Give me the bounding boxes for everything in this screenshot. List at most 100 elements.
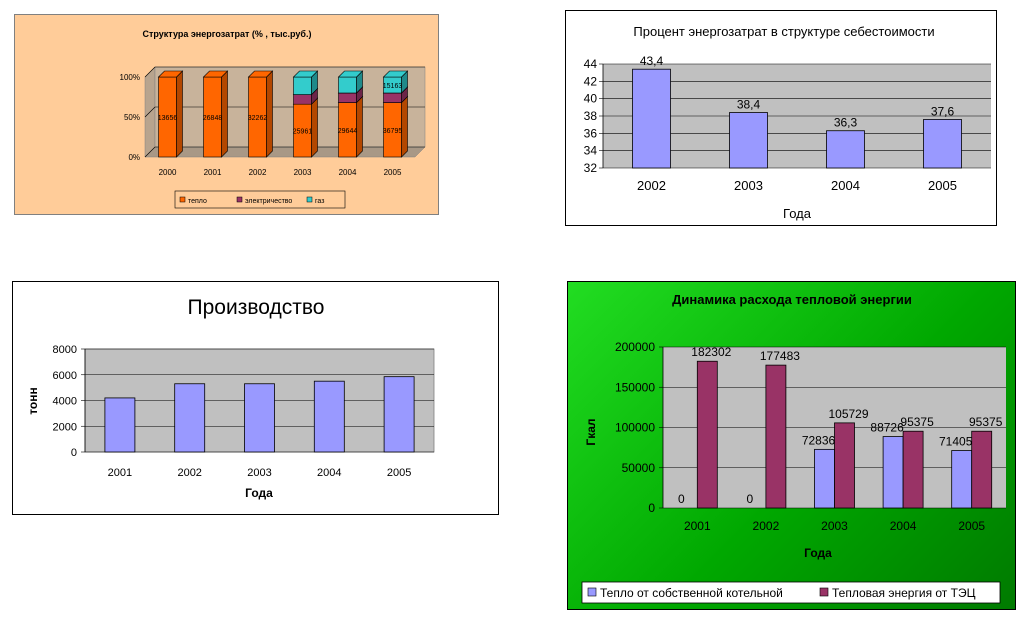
y-tick-label: 2000 [53,421,77,433]
x-tick-label: 2002 [177,467,201,479]
y-tick-label: 32 [584,161,598,175]
bar [971,430,993,509]
bar-segment [338,76,357,94]
gridline-side [144,106,156,118]
legend-label: газ [315,198,324,205]
y-axis-label: Гкал [584,418,598,445]
chart-energy-structure-svg: Структура энергозатрат (% , тыс.руб.) 0% 5… [120,29,426,209]
data-label: 71405 [939,435,973,449]
bar [383,376,415,453]
y-tick-label: 42 [584,74,598,88]
legend-label: Тепло от собственной котельной [600,586,783,600]
gridline-side [144,146,156,158]
bar-segment [338,92,357,103]
bar-segment-top [157,70,184,78]
bar-segment-side [356,95,363,158]
data-label: 36795 [383,128,403,135]
bar-segment-top [247,70,274,78]
data-label: 13656 [158,115,178,122]
x-tick-label: 2005 [928,178,957,193]
bar-segment [293,94,312,105]
chart-cost-percent-svg: Процент энергозатрат в структуре себесто… [584,24,991,221]
legend-swatch [587,587,597,597]
y-tick-label: 100% [120,73,140,82]
bar [814,448,835,509]
x-tick-label: 2002 [753,519,780,533]
legend-label: тепло [188,198,207,205]
y-tick-label: 34 [584,144,598,158]
chart-production: Производство 0 2000 4000 6000 8000 2001 2002 200… [12,281,499,515]
y-tick-label: 100000 [615,421,655,435]
y-tick-label: 50000 [622,461,656,475]
data-label: 0 [747,492,754,506]
x-tick-label: 2005 [387,467,411,479]
data-label: 37,6 [931,104,955,118]
bar-segment-top [202,70,229,78]
bar [902,430,924,509]
x-axis-label: Года [804,546,832,560]
bar-segment [383,92,402,103]
legend-swatch [236,196,243,203]
bar-segment-side [311,97,318,158]
bar-segment-side [401,95,408,158]
bar-segment-top [382,70,409,78]
y-tick-label: 40 [584,92,598,106]
bar-segment-side [266,70,273,158]
data-label: 88726 [870,421,904,435]
legend-label: Тепловая энергия от ТЭЦ [832,586,976,600]
chart-cost-percent: Процент энергозатрат в структуре себесто… [565,10,997,226]
y-tick-label: 4000 [53,396,77,408]
x-tick-label: 2005 [384,168,402,177]
bar [632,68,671,169]
y-tick-label: 0 [71,447,77,459]
data-label: 0 [678,492,685,506]
legend-label: электричество [245,198,292,205]
legend [581,581,1001,604]
y-tick-label: 200000 [615,340,655,354]
x-tick-label: 2003 [734,178,763,193]
y-tick-label: 6000 [53,370,77,382]
bar [313,380,345,453]
bar [244,383,275,453]
data-label: 95375 [969,415,1003,429]
y-tick-label: 36 [584,126,598,140]
chart-title: Структура энергозатрат (% , тыс.руб.) [143,29,312,39]
data-label: 43,4 [640,54,664,68]
y-tick-label: 0% [128,153,140,162]
x-tick-label: 2001 [204,168,222,177]
x-tick-label: 2001 [684,519,711,533]
bar [923,119,962,169]
data-label: 72836 [802,433,836,447]
bar [826,130,865,169]
data-label: 32262 [248,115,268,122]
y-tick-label: 0 [648,501,655,515]
y-tick-label: 38 [584,109,598,123]
bar [882,436,904,509]
x-tick-label: 2003 [247,467,271,479]
bar-segment-side [176,70,183,158]
bar-segment-top [292,70,319,78]
bar-segment [293,76,312,95]
x-tick-label: 2004 [317,467,341,479]
bar [174,383,206,453]
chart-title: Динамика расхода тепловой энергии [672,292,912,307]
x-tick-label: 2005 [958,519,985,533]
chart-energy-structure: Структура энергозатрат (% , тыс.руб.) 0% 5… [14,14,439,215]
y-tick-label: 50% [124,113,140,122]
y-tick-label: 8000 [53,344,77,356]
bar [951,450,973,509]
data-label: 38,4 [737,98,761,112]
bar [729,112,768,169]
data-label: 95375 [900,415,934,429]
data-label: 182302 [691,345,731,359]
x-axis-label: Года [245,486,273,500]
data-label: 36,3 [834,116,858,130]
x-axis-label: Года [783,206,812,221]
y-axis-label: тонн [26,387,40,415]
legend-swatch [819,587,829,597]
bar [104,397,136,453]
plot-floor [144,146,426,158]
data-label: 177483 [760,349,800,363]
data-label: 25961 [293,129,313,136]
data-label: 26848 [203,115,223,122]
